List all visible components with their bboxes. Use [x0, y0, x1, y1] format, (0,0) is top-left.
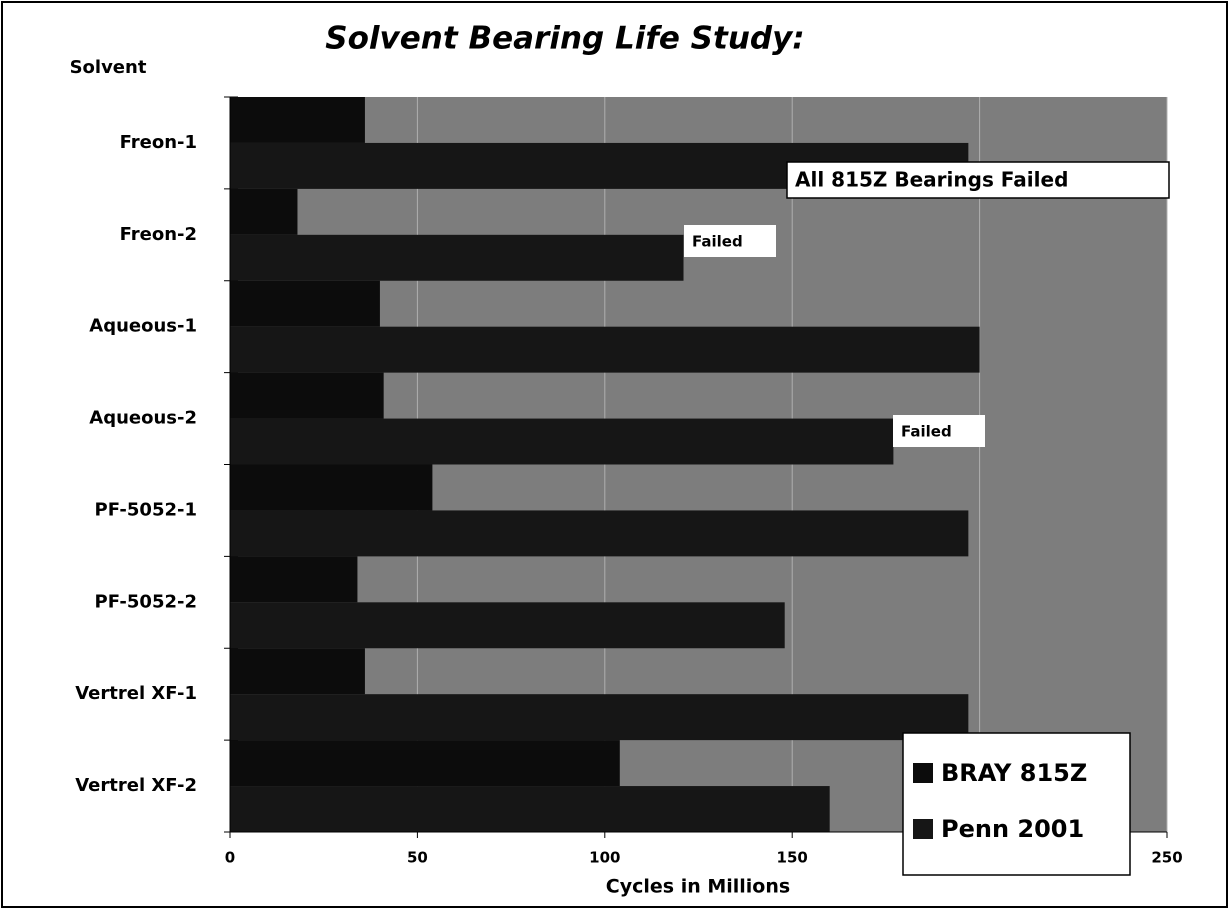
y-tick-label: PF-5052-2: [95, 591, 198, 612]
bar: [230, 234, 684, 281]
legend-box: [902, 732, 1131, 876]
annotation: All 815Z Bearings Failed: [795, 168, 1068, 192]
bar: [230, 418, 894, 465]
y-tick-label: Freon-2: [120, 224, 197, 245]
bar: [230, 97, 365, 143]
bar: [230, 740, 620, 787]
y-axis-label: Solvent: [70, 57, 147, 78]
y-tick-label: Vertrel XF-2: [75, 775, 197, 796]
bar: [230, 510, 969, 557]
x-tick-label: 0: [225, 849, 235, 867]
bar: [230, 786, 830, 832]
x-tick-label: 100: [589, 849, 620, 867]
annotation-box: [786, 161, 1170, 199]
annotation-box: [684, 225, 776, 257]
x-tick-label: 250: [1151, 849, 1182, 867]
annotation: Failed: [901, 423, 952, 441]
x-tick-label: 50: [407, 849, 428, 867]
bar: [230, 694, 969, 741]
annotation-box: [893, 415, 985, 447]
annotation: Failed: [692, 233, 743, 251]
y-tick-label: PF-5052-1: [95, 499, 198, 520]
bar: [230, 556, 358, 603]
y-tick-label: Aqueous-1: [89, 316, 197, 337]
legend-label: BRAY 815Z: [941, 759, 1087, 787]
bar: [230, 648, 365, 695]
bar: [230, 372, 384, 419]
legend-label: Penn 2001: [941, 815, 1084, 843]
chart-title: Solvent Bearing Life Study:: [325, 21, 804, 57]
bar: [230, 326, 980, 373]
y-tick-label: Freon-1: [120, 132, 197, 153]
y-tick-label: Vertrel XF-1: [75, 683, 197, 704]
x-tick-label: 150: [777, 849, 808, 867]
x-axis-label: Cycles in Millions: [606, 876, 790, 898]
bar: [230, 280, 380, 327]
bar: [230, 464, 433, 511]
y-tick-label: Aqueous-2: [89, 408, 197, 429]
legend-swatch: [913, 819, 933, 839]
bar: [230, 602, 785, 649]
bar: [230, 188, 298, 235]
legend-swatch: [913, 763, 933, 783]
